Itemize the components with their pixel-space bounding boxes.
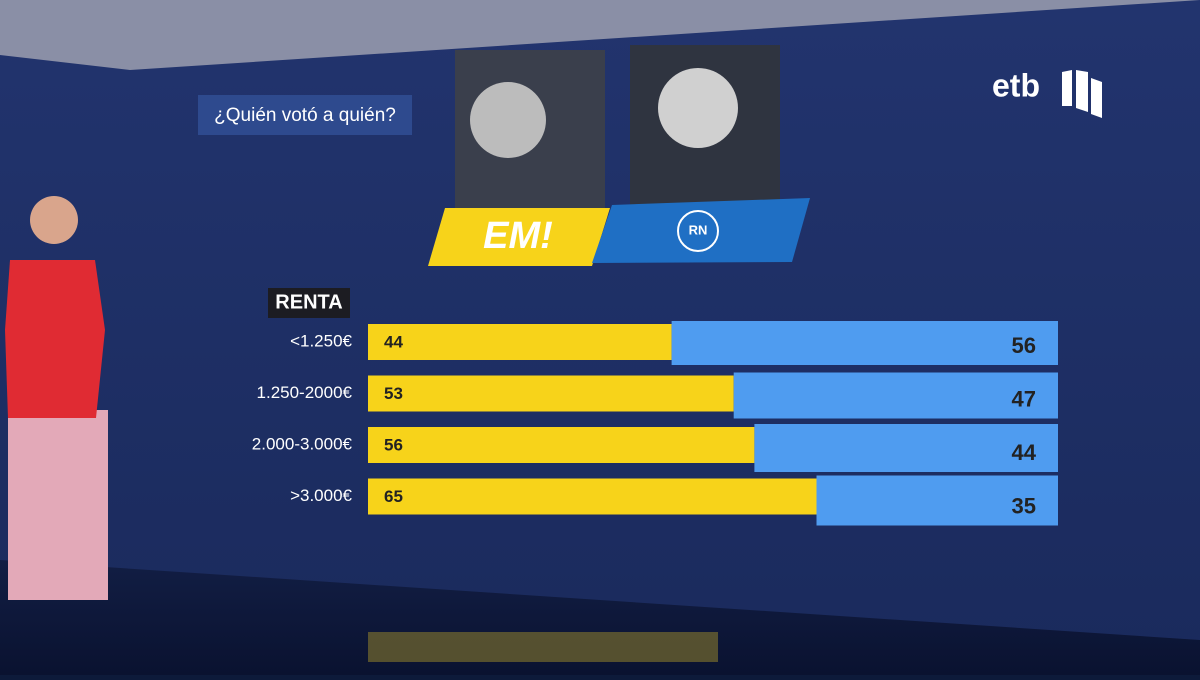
value-label: 35 [1012,493,1036,518]
chart-title: ¿Quién votó a quién? [214,105,396,126]
face [658,68,738,148]
category-label: >3.000€ [290,486,352,505]
logo-bar [1076,70,1088,112]
value-label: 56 [1012,333,1036,358]
presenter-jacket [5,260,105,418]
value-label: 65 [384,487,403,506]
category-label: <1.250€ [290,331,352,350]
legend-label: RN [689,222,708,237]
category-label: 2.000-3.000€ [252,434,353,453]
party-banner [592,198,810,263]
logo-bar [1062,70,1072,106]
floor [0,560,1200,675]
value-label: 44 [384,332,403,351]
bar-segment [816,475,1058,526]
bar-segment [671,321,1058,365]
category-label: 1.250-2000€ [257,383,353,402]
bar-segment [368,324,672,360]
bar-segment [754,424,1058,472]
bar-segment [733,372,1058,419]
bar-segment [368,375,734,412]
brand-logo: etb [992,67,1040,103]
party-banner [428,208,610,266]
value-label: 56 [384,435,403,454]
legend-label: EM! [483,215,553,257]
title-box [198,95,412,135]
reflection [368,632,718,662]
presenter-trousers [8,410,108,600]
value-label: 44 [1012,440,1037,465]
value-label: 47 [1012,386,1036,411]
category-header: RENTA [275,291,342,313]
value-label: 53 [384,384,403,403]
bar-segment [368,478,817,515]
presenter-head [30,196,78,244]
face [470,82,546,158]
logo-bar [1091,78,1102,118]
bar-segment [368,427,755,463]
rn-logo [677,210,719,252]
category-header-box [268,288,350,318]
